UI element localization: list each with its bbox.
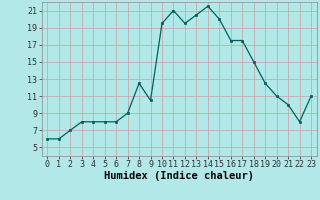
X-axis label: Humidex (Indice chaleur): Humidex (Indice chaleur) (104, 171, 254, 181)
